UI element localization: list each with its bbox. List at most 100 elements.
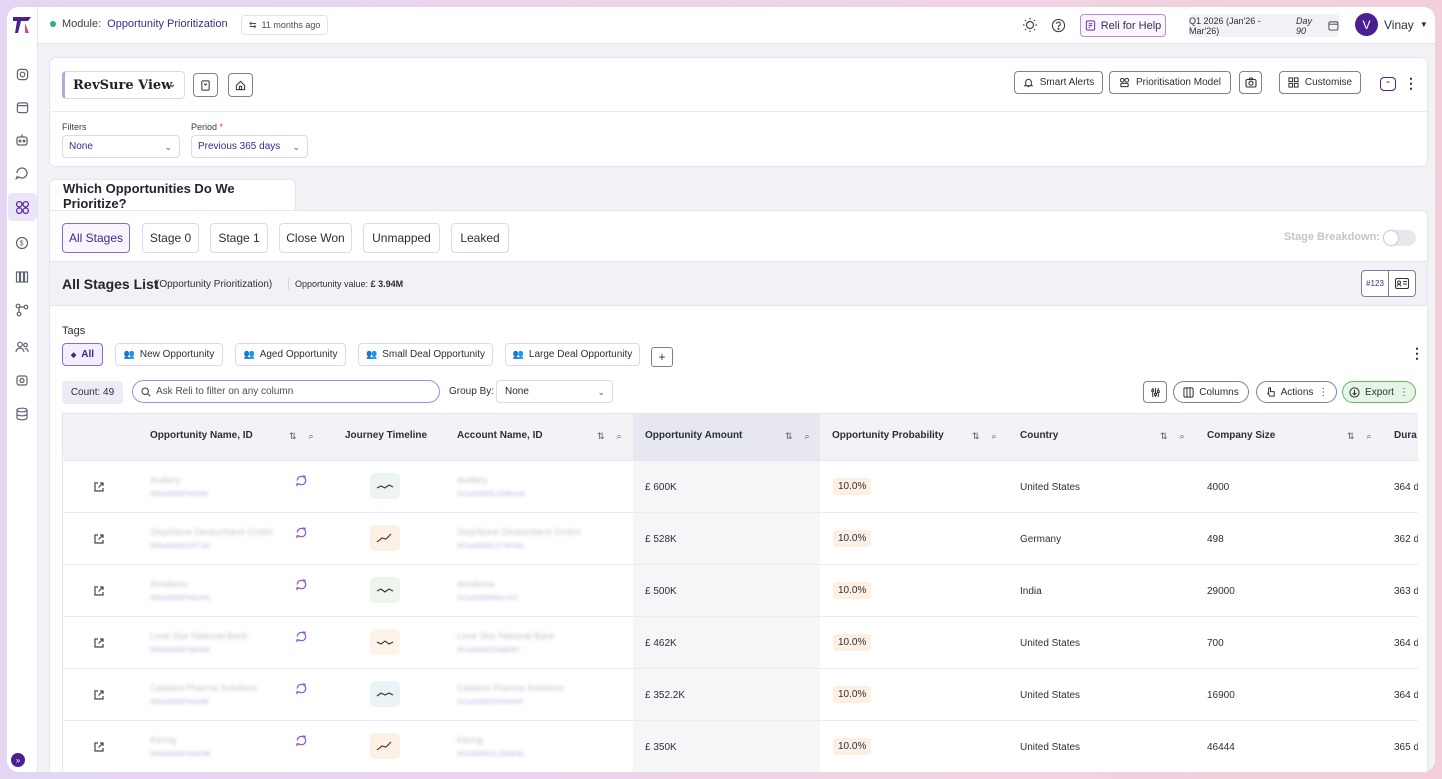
table-row[interactable]: Lone Star National Bank 006a00000Y8b0A9 Lo… (63, 617, 1418, 669)
opportunity-name[interactable]: Amaboss (150, 579, 188, 589)
opportunity-name[interactable]: StepStone Deutschland GmbH (150, 527, 274, 537)
open-external-icon[interactable] (93, 689, 105, 701)
opportunity-name[interactable]: Audiery (150, 475, 181, 485)
filters-dropdown[interactable]: None ⌄ (62, 135, 180, 158)
home-button[interactable] (228, 73, 253, 97)
account-name[interactable]: Lone Star National Bank (457, 631, 555, 641)
header-opportunity-amount[interactable]: Opportunity Amount (645, 430, 743, 441)
prioritisation-model-button[interactable]: Prioritisation Model (1109, 71, 1231, 94)
header-country[interactable]: Country (1020, 430, 1059, 441)
sort-icon[interactable]: ⇅ (785, 431, 793, 441)
reli-chat-icon[interactable] (295, 682, 308, 695)
opportunity-name[interactable]: Catalent Pharma Solutions (150, 683, 258, 693)
search-icon[interactable]: ⌕ (308, 431, 314, 441)
search-icon[interactable]: ⌕ (804, 431, 810, 441)
sidebar-columns-icon[interactable] (11, 266, 33, 288)
search-icon[interactable]: ⌕ (616, 431, 622, 441)
tab-stage-1[interactable]: Stage 1 (210, 223, 268, 253)
journey-timeline-button[interactable] (370, 473, 400, 499)
header-opportunity-probability[interactable]: Opportunity Probability (832, 430, 944, 441)
theme-toggle-sun-icon[interactable] (1021, 16, 1039, 34)
search-icon[interactable]: ⌕ (1179, 431, 1185, 441)
journey-timeline-button[interactable] (370, 525, 400, 551)
open-external-icon[interactable] (93, 741, 105, 753)
period-dropdown[interactable]: Previous 365 days ⌄ (191, 135, 308, 158)
reli-search-input[interactable]: Ask Reli to filter on any column (132, 380, 440, 403)
columns-button[interactable]: Columns (1173, 381, 1249, 403)
tag-new-opportunity[interactable]: 👥 New Opportunity (115, 343, 223, 366)
account-name[interactable]: Kering (457, 735, 484, 745)
reli-chat-icon[interactable] (295, 630, 308, 643)
open-external-icon[interactable] (93, 585, 105, 597)
actions-button[interactable]: Actions ⋮ (1256, 381, 1337, 403)
sort-icon[interactable]: ⇅ (597, 431, 605, 441)
account-name[interactable]: Catalent Pharma Solutions (457, 683, 565, 693)
stage-breakdown-toggle[interactable] (1383, 230, 1416, 246)
sidebar-expand-icon[interactable]: » (11, 753, 25, 767)
revsure-logo[interactable] (12, 16, 32, 34)
search-icon[interactable]: ⌕ (991, 431, 997, 441)
last-updated-badge[interactable]: ⇆ 11 months ago (241, 15, 329, 35)
contact-card-icon[interactable] (1388, 271, 1415, 296)
journey-timeline-button[interactable] (370, 629, 400, 655)
filter-sliders-button[interactable] (1143, 381, 1167, 403)
tab-unmapped[interactable]: Unmapped (363, 223, 440, 253)
table-row[interactable]: Audiery 006a00000Ya0Dfd Audiery 001a00000LZ… (63, 461, 1418, 513)
account-name[interactable]: Amaboss (457, 579, 495, 589)
header-journey-timeline[interactable]: Journey Timeline (345, 430, 428, 441)
reli-chat-icon[interactable] (295, 578, 308, 591)
reli-chat-icon[interactable] (295, 734, 308, 747)
sidebar-robot-icon[interactable] (11, 129, 33, 151)
tag-all[interactable]: ◆ All (62, 343, 103, 366)
sidebar-flow-icon[interactable] (11, 299, 33, 321)
opportunity-name[interactable]: Kering (150, 735, 177, 745)
customise-button[interactable]: Customise (1279, 71, 1361, 94)
more-options-icon[interactable]: ⋮ (1404, 75, 1418, 91)
header-duration[interactable]: Dura (1394, 430, 1417, 441)
tag-aged-opportunity[interactable]: 👥 Aged Opportunity (235, 343, 346, 366)
journey-timeline-button[interactable] (370, 733, 400, 759)
reli-chat-icon[interactable] (295, 526, 308, 539)
header-account-name[interactable]: Account Name, ID (457, 430, 543, 441)
tab-stage-0[interactable]: Stage 0 (142, 223, 199, 253)
tab-close-won[interactable]: Close Won (279, 223, 352, 253)
tags-more-icon[interactable]: ⋮ (1410, 345, 1424, 361)
reli-chat-icon[interactable] (295, 474, 308, 487)
journey-timeline-button[interactable] (370, 577, 400, 603)
help-icon[interactable] (1049, 16, 1067, 34)
smart-alerts-button[interactable]: Smart Alerts (1014, 71, 1103, 94)
open-external-icon[interactable] (93, 533, 105, 545)
user-menu[interactable]: V Vinay ▼ (1355, 13, 1428, 36)
quarter-selector[interactable]: Q1 2026 (Jan'26 - Mar'26) Day 90 (1189, 14, 1339, 37)
tag-large-deal-opportunity[interactable]: 👥 Large Deal Opportunity (505, 343, 640, 366)
group-by-dropdown[interactable]: None ⌄ (496, 380, 613, 403)
number-format-button[interactable]: #123 (1366, 279, 1384, 288)
table-row[interactable]: Amaboss 006a00000Ya0UHs Amaboss 001a00000Me… (63, 565, 1418, 617)
sidebar-chat-icon[interactable] (11, 162, 33, 184)
sort-icon[interactable]: ⇅ (1347, 431, 1355, 441)
sidebar-users-icon[interactable] (11, 336, 33, 358)
sidebar-calendar-icon[interactable] (11, 96, 33, 118)
tab-leaked[interactable]: Leaked (451, 223, 509, 253)
snapshot-button[interactable] (1239, 71, 1262, 94)
open-external-icon[interactable] (93, 637, 105, 649)
header-company-size[interactable]: Company Size (1207, 430, 1276, 441)
sidebar-home-icon[interactable] (11, 63, 33, 85)
header-opportunity-name[interactable]: Opportunity Name, ID (150, 430, 253, 441)
sidebar-database-icon[interactable] (11, 403, 33, 425)
search-icon[interactable]: ⌕ (1366, 431, 1372, 441)
table-row[interactable]: StepStone Deutschland GmbH 006a00000ZXF7a… (63, 513, 1418, 565)
view-selector[interactable]: RevSure View ⌄ (62, 71, 185, 99)
open-external-icon[interactable] (93, 481, 105, 493)
sidebar-opportunity-icon[interactable] (8, 193, 37, 221)
tag-small-deal-opportunity[interactable]: 👥 Small Deal Opportunity (358, 343, 493, 366)
sort-icon[interactable]: ⇅ (289, 431, 297, 441)
bookmark-button[interactable] (193, 73, 218, 97)
table-row[interactable]: Kering 006a00000Ya0xHB Kering 001M00001LZ9f… (63, 721, 1418, 772)
opportunity-name[interactable]: Lone Star National Bank (150, 631, 248, 641)
sort-icon[interactable]: ⇅ (1160, 431, 1168, 441)
sort-icon[interactable]: ⇅ (972, 431, 980, 441)
collapse-button[interactable]: ⌃ (1380, 77, 1396, 91)
account-name[interactable]: StepStone Deutschland GmbH (457, 527, 581, 537)
account-name[interactable]: Audiery (457, 475, 488, 485)
